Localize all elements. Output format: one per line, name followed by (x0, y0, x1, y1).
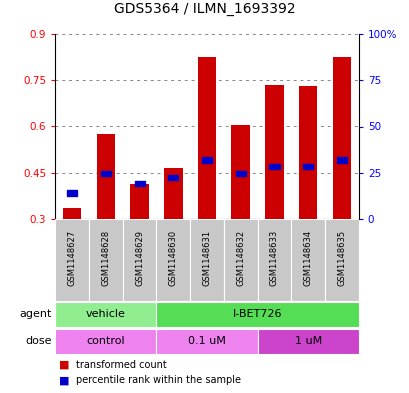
Bar (63, 208, 81, 219)
Text: GDS5364 / ILMN_1693392: GDS5364 / ILMN_1693392 (114, 2, 295, 17)
Bar (324, 219, 358, 301)
Bar (235, 171, 245, 176)
Bar (197, 57, 216, 219)
Text: vehicle: vehicle (86, 309, 126, 319)
Text: agent: agent (20, 309, 52, 319)
Bar (291, 219, 324, 301)
Bar (55, 302, 156, 327)
Bar (164, 168, 182, 219)
Bar (302, 164, 312, 169)
Bar (89, 219, 122, 301)
Text: GSM1148630: GSM1148630 (169, 230, 178, 286)
Bar (134, 181, 144, 186)
Text: dose: dose (25, 336, 52, 346)
Bar (298, 86, 317, 219)
Text: GSM1148635: GSM1148635 (337, 230, 346, 286)
Bar (97, 134, 115, 219)
Text: 1 uM: 1 uM (294, 336, 321, 346)
Bar (336, 157, 346, 163)
Text: GSM1148632: GSM1148632 (236, 230, 245, 286)
Bar (202, 157, 211, 163)
Text: 0.1 uM: 0.1 uM (188, 336, 225, 346)
Bar (122, 219, 156, 301)
Bar (223, 219, 257, 301)
Bar (67, 190, 77, 196)
Text: percentile rank within the sample: percentile rank within the sample (76, 375, 240, 385)
Bar (231, 125, 249, 219)
Bar (257, 219, 291, 301)
Text: ■: ■ (59, 375, 70, 385)
Text: GSM1148628: GSM1148628 (101, 230, 110, 286)
Text: GSM1148627: GSM1148627 (67, 230, 76, 286)
Text: GSM1148631: GSM1148631 (202, 230, 211, 286)
Bar (55, 329, 156, 354)
Bar (101, 171, 111, 176)
Text: GSM1148633: GSM1148633 (269, 230, 278, 286)
Bar (265, 85, 283, 219)
Bar (332, 57, 350, 219)
Text: ■: ■ (59, 360, 70, 370)
Bar (156, 329, 257, 354)
Bar (130, 184, 148, 219)
Bar (156, 219, 190, 301)
Bar (190, 219, 223, 301)
Text: control: control (86, 336, 125, 346)
Bar (257, 329, 358, 354)
Text: GSM1148629: GSM1148629 (135, 230, 144, 286)
Text: I-BET726: I-BET726 (232, 309, 282, 319)
Text: GSM1148634: GSM1148634 (303, 230, 312, 286)
Text: transformed count: transformed count (76, 360, 166, 370)
Bar (269, 164, 279, 169)
Bar (55, 219, 89, 301)
Bar (156, 302, 358, 327)
Bar (168, 174, 178, 180)
